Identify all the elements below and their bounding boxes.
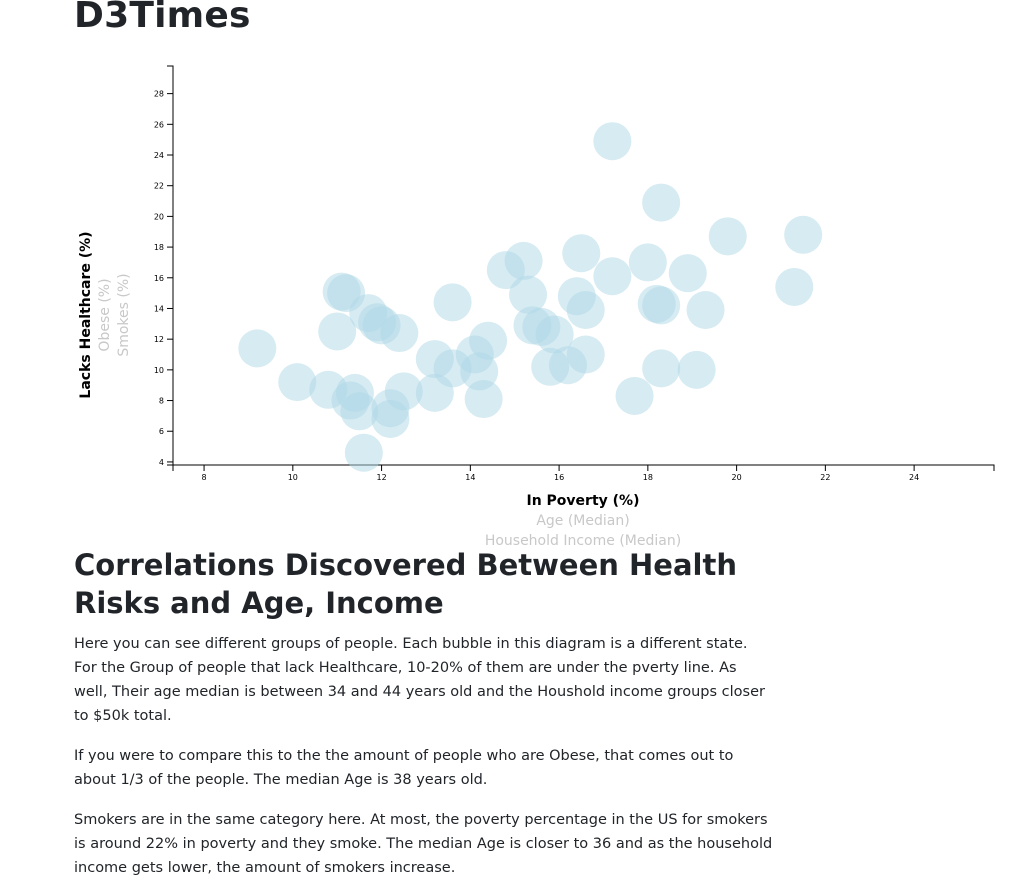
y-tick-label: 28 — [154, 90, 164, 99]
state-bubble[interactable] — [566, 335, 605, 374]
state-bubble[interactable] — [668, 254, 707, 293]
x-tick: 8 — [202, 465, 207, 482]
y-axis-labels: Lacks Healthcare (%) Obese (%) Smokes (%) — [78, 231, 132, 398]
x-tick-label: 22 — [820, 473, 830, 482]
x-axis-label[interactable]: In Poverty (%) — [527, 493, 640, 509]
x-tick: 12 — [376, 465, 387, 482]
x-axis-label[interactable]: Household Income (Median) — [485, 533, 681, 548]
article-heading: Correlations Discovered Between Health R… — [74, 548, 737, 620]
state-bubble[interactable] — [535, 315, 574, 354]
y-axis-label[interactable]: Obese (%) — [97, 278, 113, 351]
state-bubble[interactable] — [615, 376, 654, 415]
x-tick-label: 16 — [554, 473, 564, 482]
y-tick: 6 — [159, 427, 173, 436]
y-tick: 8 — [159, 397, 173, 406]
x-tick-label: 10 — [288, 473, 298, 482]
state-bubble[interactable] — [708, 217, 747, 256]
x-tick: 20 — [732, 465, 742, 482]
y-axis-label[interactable]: Smokes (%) — [116, 273, 132, 356]
x-tick-label: 12 — [376, 473, 386, 482]
state-bubble[interactable] — [322, 272, 361, 311]
state-bubble[interactable] — [486, 251, 525, 290]
y-tick: 28 — [154, 90, 173, 99]
x-tick: 14 — [465, 465, 475, 482]
y-axis: 4 6 8 10 12 14 16 18 20 22 24 26 28 — [154, 65, 174, 467]
x-tick: 10 — [288, 465, 298, 482]
y-axis-label[interactable]: Lacks Healthcare (%) — [78, 231, 94, 398]
x-tick: 18 — [643, 465, 653, 482]
state-bubble[interactable] — [628, 243, 667, 282]
y-tick: 16 — [154, 274, 173, 283]
state-bubble[interactable] — [380, 314, 419, 353]
x-tick: 22 — [820, 465, 830, 482]
state-bubble[interactable] — [562, 234, 601, 273]
state-bubble[interactable] — [642, 183, 681, 222]
y-tick-label: 4 — [159, 458, 164, 467]
y-tick: 14 — [154, 304, 173, 313]
state-bubble[interactable] — [642, 286, 681, 325]
y-tick: 4 — [159, 458, 173, 467]
state-bubble[interactable] — [686, 291, 725, 330]
y-tick-label: 18 — [154, 243, 164, 252]
state-bubble[interactable] — [509, 275, 548, 314]
state-bubble[interactable] — [642, 349, 681, 388]
y-tick-label: 12 — [154, 335, 164, 344]
y-tick-label: 10 — [154, 366, 164, 375]
article-paragraph: If you were to compare this to the the a… — [74, 748, 734, 788]
y-tick: 26 — [154, 120, 173, 129]
state-bubble[interactable] — [344, 433, 383, 472]
x-tick-label: 8 — [202, 473, 207, 482]
x-axis-labels: In Poverty (%) Age (Median) Household Inco… — [485, 493, 681, 548]
article-paragraph: Here you can see different groups of peo… — [74, 636, 765, 724]
state-bubble[interactable] — [340, 392, 379, 431]
state-bubble[interactable] — [238, 329, 277, 368]
y-axis-line — [167, 65, 174, 466]
x-axis-line — [172, 464, 995, 471]
x-axis-label[interactable]: Age (Median) — [536, 513, 629, 529]
state-bubble[interactable] — [677, 350, 716, 389]
y-tick: 22 — [154, 182, 173, 191]
y-tick-label: 6 — [159, 427, 164, 436]
x-tick-label: 20 — [732, 473, 742, 482]
y-tick: 18 — [154, 243, 173, 252]
x-tick: 16 — [554, 465, 564, 482]
state-bubble[interactable] — [318, 312, 357, 351]
y-tick-label: 22 — [154, 182, 164, 191]
x-tick-label: 14 — [465, 473, 475, 482]
y-tick-label: 24 — [154, 151, 164, 160]
state-bubble[interactable] — [464, 380, 503, 419]
y-tick: 12 — [154, 335, 173, 344]
y-tick-label: 16 — [154, 274, 164, 283]
state-bubble[interactable] — [784, 215, 823, 254]
bubble-group — [238, 122, 823, 472]
y-tick-label: 20 — [154, 212, 164, 221]
y-tick-label: 8 — [159, 397, 164, 406]
state-bubble[interactable] — [566, 291, 605, 330]
article: Correlations Discovered Between Health R… — [74, 546, 774, 896]
x-tick-label: 18 — [643, 473, 653, 482]
y-tick-label: 26 — [154, 120, 164, 129]
state-bubble[interactable] — [593, 122, 632, 161]
state-bubble[interactable] — [415, 373, 454, 412]
scatter-chart: 8 10 12 14 16 18 20 22 24 4 6 8 10 12 14 16 18 20 22 24 26 2… — [78, 65, 995, 548]
state-bubble[interactable] — [775, 267, 814, 306]
y-tick: 24 — [154, 151, 173, 160]
site-title: D3Times — [74, 0, 251, 36]
y-tick-label: 14 — [154, 304, 164, 313]
y-tick: 20 — [154, 212, 173, 221]
state-bubble[interactable] — [433, 283, 472, 322]
x-tick-label: 24 — [909, 473, 919, 482]
x-tick: 24 — [909, 465, 919, 482]
y-tick: 10 — [154, 366, 173, 375]
article-paragraph: Smokers are in the same category here. A… — [74, 812, 773, 876]
state-bubble[interactable] — [278, 363, 317, 402]
x-axis: 8 10 12 14 16 18 20 22 24 — [172, 464, 995, 482]
state-bubble[interactable] — [371, 399, 410, 438]
state-bubble[interactable] — [593, 257, 632, 296]
